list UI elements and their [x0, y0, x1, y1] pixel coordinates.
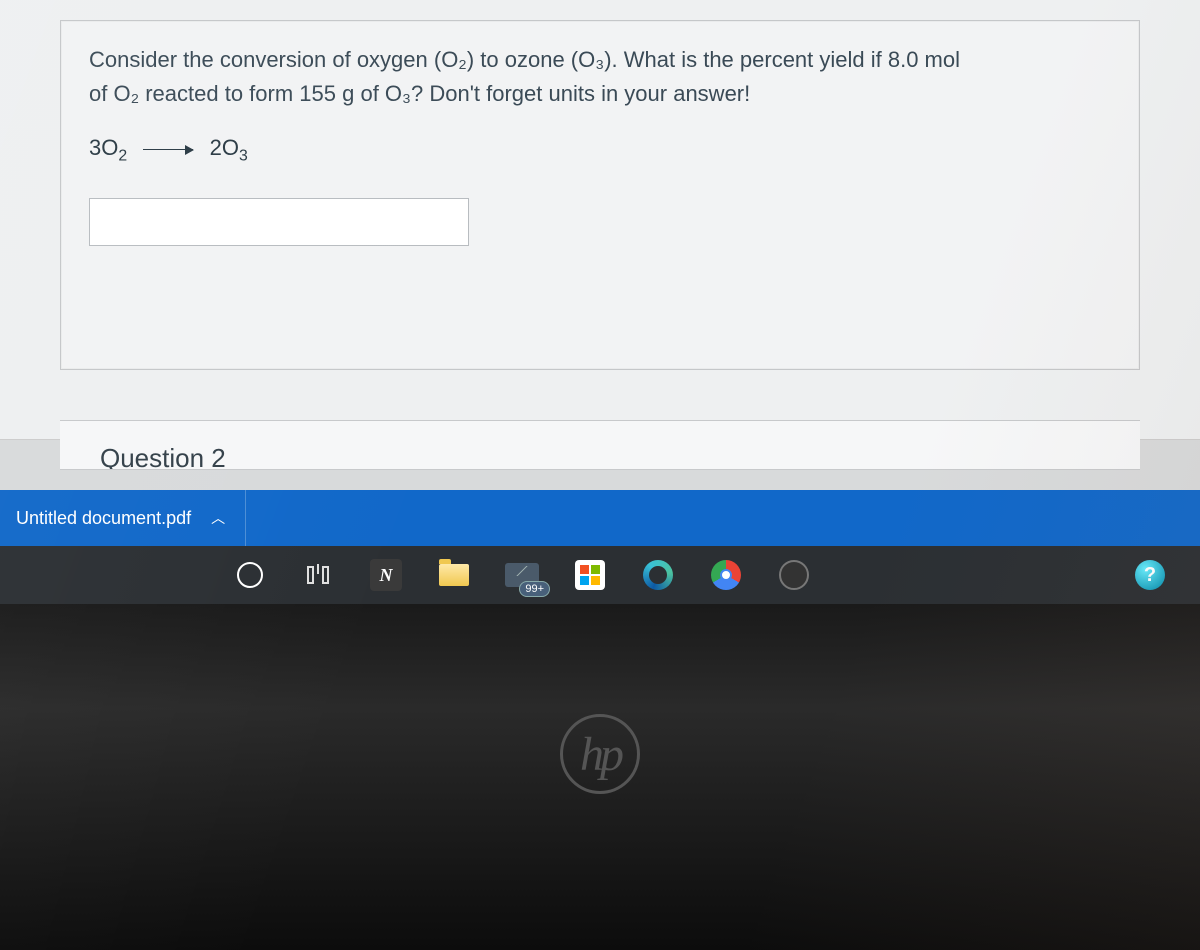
download-item[interactable]: Untitled document.pdf ︿	[6, 490, 246, 546]
next-question-label: Question 2	[60, 421, 1140, 470]
taskbar-app-file-explorer[interactable]	[434, 555, 474, 595]
eq-rhs-species: O	[222, 135, 239, 160]
eq-rhs-sub: 3	[239, 148, 248, 165]
eq-rhs-coef: 2	[210, 135, 222, 160]
quiz-content-area: Consider the conversion of oxygen (O₂) t…	[0, 0, 1200, 440]
taskbar-app-get-help[interactable]: ?	[1130, 555, 1170, 595]
task-view-button[interactable]	[298, 555, 338, 595]
eq-lhs-sub: 2	[118, 148, 127, 165]
chrome-icon	[711, 560, 741, 590]
download-file-name: Untitled document.pdf	[16, 508, 191, 529]
eq-lhs-coef: 3	[89, 135, 101, 160]
question-line-1: Consider the conversion of oxygen (O₂) t…	[89, 47, 960, 72]
obs-icon	[779, 560, 809, 590]
notion-icon: N	[370, 559, 402, 591]
folder-icon	[439, 564, 469, 586]
reaction-arrow-icon	[143, 149, 193, 151]
answer-input[interactable]	[89, 198, 469, 246]
taskbar-app-ms-store[interactable]	[570, 555, 610, 595]
eq-lhs-species: O	[101, 135, 118, 160]
help-icon: ?	[1135, 560, 1165, 590]
chemical-equation: 3O2 2O3	[61, 121, 1139, 187]
windows-taskbar: N 99+ ?	[0, 546, 1200, 604]
taskbar-app-edge[interactable]	[638, 555, 678, 595]
next-question-preview[interactable]: Question 2	[60, 420, 1140, 470]
taskbar-app-notion[interactable]: N	[366, 555, 406, 595]
browser-downloads-bar: Untitled document.pdf ︿	[0, 490, 1200, 546]
taskbar-app-obs[interactable]	[774, 555, 814, 595]
task-view-icon	[307, 566, 329, 584]
hp-logo: hp	[560, 714, 640, 794]
question-card: Consider the conversion of oxygen (O₂) t…	[60, 20, 1140, 370]
question-prompt: Consider the conversion of oxygen (O₂) t…	[61, 21, 1139, 121]
cortana-button[interactable]	[230, 555, 270, 595]
chevron-up-icon[interactable]: ︿	[211, 508, 225, 528]
ms-store-icon	[575, 560, 605, 590]
question-line-2: of O₂ reacted to form 155 g of O₃? Don't…	[89, 81, 750, 106]
taskbar-app-chrome[interactable]	[706, 555, 746, 595]
laptop-bezel: hp	[0, 604, 1200, 950]
mail-badge: 99+	[519, 581, 550, 597]
edge-icon	[643, 560, 673, 590]
taskbar-app-mail[interactable]: 99+	[502, 555, 542, 595]
cortana-icon	[237, 562, 263, 588]
